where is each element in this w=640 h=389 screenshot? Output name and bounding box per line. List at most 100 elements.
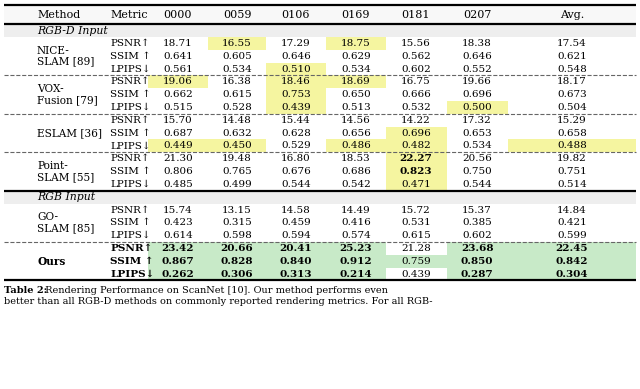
Text: 18.69: 18.69 <box>341 77 371 86</box>
Text: Rendering Performance on ScanNet [10]. Our method performs even: Rendering Performance on ScanNet [10]. O… <box>42 286 388 295</box>
Text: 15.74: 15.74 <box>163 205 193 214</box>
Bar <box>447 101 508 114</box>
Text: 0.658: 0.658 <box>557 128 587 137</box>
Text: 14.84: 14.84 <box>557 205 587 214</box>
Text: 20.56: 20.56 <box>462 154 492 163</box>
Text: 0.513: 0.513 <box>341 103 371 112</box>
Text: 0.653: 0.653 <box>462 128 492 137</box>
Text: 0.632: 0.632 <box>222 128 252 137</box>
Text: 0.542: 0.542 <box>341 180 371 189</box>
Text: LPIPS↓: LPIPS↓ <box>110 141 150 150</box>
Text: 0.646: 0.646 <box>462 52 492 61</box>
Text: 0.306: 0.306 <box>221 270 253 279</box>
Text: 18.38: 18.38 <box>462 39 492 48</box>
Text: 0.532: 0.532 <box>401 103 431 112</box>
Text: 0.528: 0.528 <box>222 103 252 112</box>
Text: 0.486: 0.486 <box>341 141 371 150</box>
Text: 0.534: 0.534 <box>462 141 492 150</box>
Bar <box>508 242 636 255</box>
Text: 17.54: 17.54 <box>557 39 587 48</box>
Text: 0.504: 0.504 <box>557 103 587 112</box>
Text: 0.531: 0.531 <box>401 218 431 227</box>
Text: SLAM [89]: SLAM [89] <box>37 57 94 67</box>
Text: 0.552: 0.552 <box>462 65 492 74</box>
Bar <box>4 191 636 203</box>
Text: 18.71: 18.71 <box>163 39 193 48</box>
Bar <box>148 255 208 268</box>
Text: NICE-: NICE- <box>37 46 70 56</box>
Text: 15.72: 15.72 <box>401 205 431 214</box>
Text: 0.615: 0.615 <box>222 90 252 99</box>
Text: 23.42: 23.42 <box>162 244 195 253</box>
Text: 21.28: 21.28 <box>401 244 431 253</box>
Text: 0.629: 0.629 <box>341 52 371 61</box>
Bar <box>208 139 266 152</box>
Text: 0.416: 0.416 <box>341 218 371 227</box>
Bar <box>326 268 386 280</box>
Text: 0.656: 0.656 <box>341 128 371 137</box>
Text: SSIM ↑: SSIM ↑ <box>110 128 151 137</box>
Text: 0.214: 0.214 <box>340 270 372 279</box>
Bar <box>266 63 326 75</box>
Text: 0.850: 0.850 <box>461 257 493 266</box>
Bar <box>386 152 447 165</box>
Text: PSNR↑: PSNR↑ <box>110 205 150 214</box>
Bar <box>266 255 326 268</box>
Text: SLAM [55]: SLAM [55] <box>37 172 94 182</box>
Text: SSIM ↑: SSIM ↑ <box>110 90 151 99</box>
Text: 19.82: 19.82 <box>557 154 587 163</box>
Text: GO-: GO- <box>37 212 58 223</box>
Text: 13.15: 13.15 <box>222 205 252 214</box>
Text: 19.06: 19.06 <box>163 77 193 86</box>
Text: 14.48: 14.48 <box>222 116 252 125</box>
Bar <box>208 37 266 50</box>
Text: 0.662: 0.662 <box>163 90 193 99</box>
Text: 18.53: 18.53 <box>341 154 371 163</box>
Text: 0.574: 0.574 <box>341 231 371 240</box>
Text: LPIPS↓: LPIPS↓ <box>110 103 150 112</box>
Text: 20.41: 20.41 <box>280 244 312 253</box>
Text: 0.262: 0.262 <box>162 270 195 279</box>
Bar <box>508 139 636 152</box>
Text: 0.614: 0.614 <box>163 231 193 240</box>
Bar <box>148 139 208 152</box>
Text: 18.46: 18.46 <box>281 77 311 86</box>
Bar <box>4 24 636 37</box>
Text: Method: Method <box>37 9 80 19</box>
Text: RGB-D Input: RGB-D Input <box>37 26 108 35</box>
Text: 14.49: 14.49 <box>341 205 371 214</box>
Text: 0.439: 0.439 <box>401 270 431 279</box>
Bar <box>208 255 266 268</box>
Text: 0.287: 0.287 <box>461 270 493 279</box>
Text: 0.840: 0.840 <box>280 257 312 266</box>
Text: PSNR↑: PSNR↑ <box>110 39 150 48</box>
Text: Table 2:: Table 2: <box>4 286 47 295</box>
Text: 0.615: 0.615 <box>401 231 431 240</box>
Text: 22.45: 22.45 <box>556 244 588 253</box>
Text: 0106: 0106 <box>282 9 310 19</box>
Text: 0.750: 0.750 <box>462 167 492 176</box>
Text: 0169: 0169 <box>342 9 371 19</box>
Text: 25.23: 25.23 <box>340 244 372 253</box>
Text: 16.38: 16.38 <box>222 77 252 86</box>
Text: LPIPS↓: LPIPS↓ <box>110 180 150 189</box>
Text: 0.449: 0.449 <box>163 141 193 150</box>
Text: 0.912: 0.912 <box>340 257 372 266</box>
Bar <box>208 242 266 255</box>
Text: PSNR↑: PSNR↑ <box>110 154 150 163</box>
Text: 16.55: 16.55 <box>222 39 252 48</box>
Text: 0.650: 0.650 <box>341 90 371 99</box>
Text: 15.29: 15.29 <box>557 116 587 125</box>
Text: 0.696: 0.696 <box>462 90 492 99</box>
Text: 0059: 0059 <box>223 9 252 19</box>
Text: ESLAM [36]: ESLAM [36] <box>37 128 102 138</box>
Text: PSNR↑: PSNR↑ <box>110 116 150 125</box>
Text: Fusion [79]: Fusion [79] <box>37 95 98 105</box>
Bar <box>326 75 386 88</box>
Text: 0.686: 0.686 <box>341 167 371 176</box>
Text: 15.37: 15.37 <box>462 205 492 214</box>
Bar <box>386 255 447 268</box>
Text: SSIM ↑: SSIM ↑ <box>110 257 154 266</box>
Text: 20.66: 20.66 <box>221 244 253 253</box>
Text: SLAM [85]: SLAM [85] <box>37 223 94 233</box>
